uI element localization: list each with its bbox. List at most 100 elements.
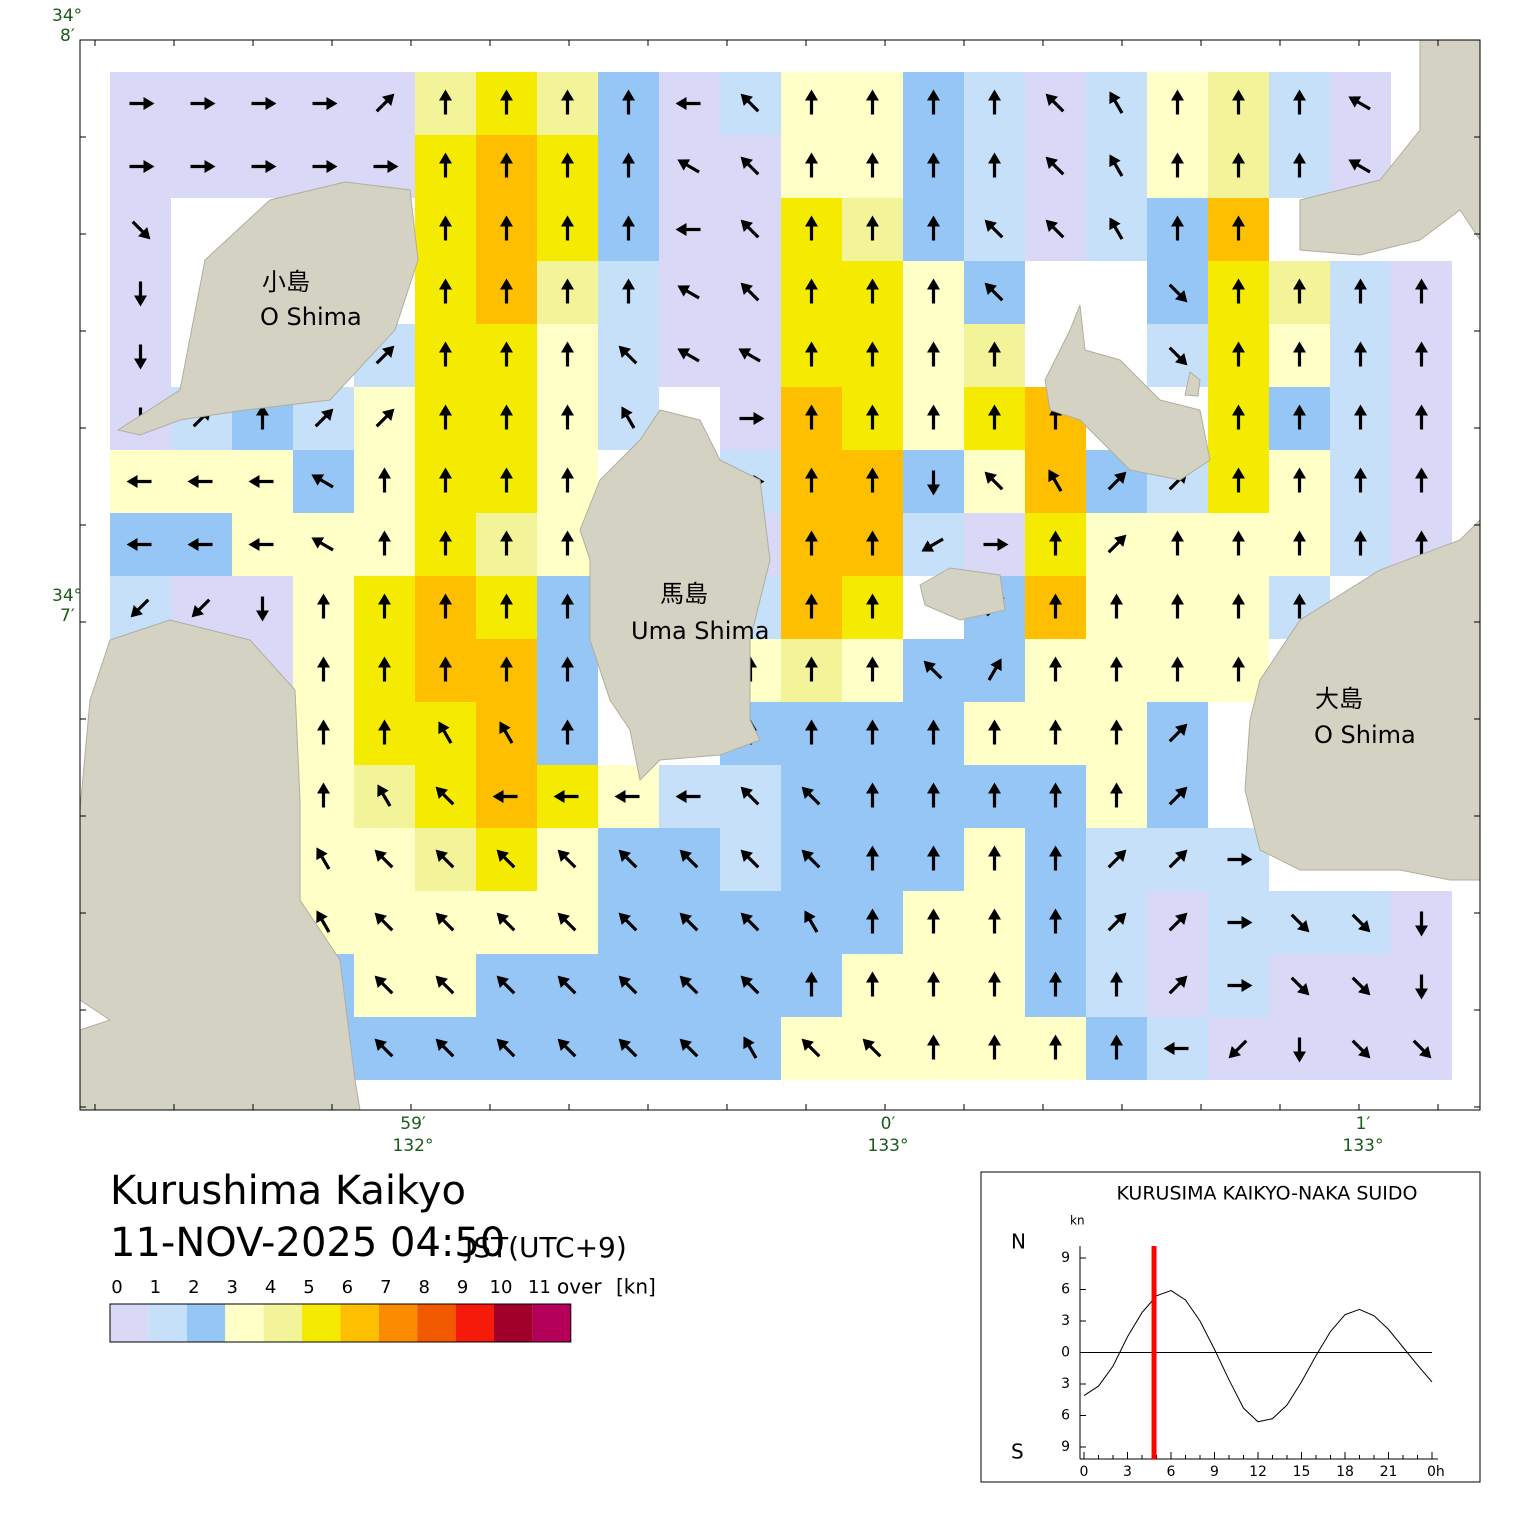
current-arrow (439, 530, 452, 556)
place-name-ja: 小島 (262, 268, 310, 296)
current-arrow (1293, 404, 1306, 430)
current-arrow (1290, 976, 1310, 996)
land-islet (1044, 304, 1211, 481)
legend-label: 4 (265, 1277, 276, 1298)
current-arrow (496, 849, 516, 869)
current-arrow (1171, 593, 1184, 619)
current-arrow (134, 281, 147, 307)
current-arrow (866, 593, 879, 619)
current-arrow (373, 160, 399, 173)
current-arrow (921, 537, 944, 552)
current-arrow (740, 93, 760, 113)
lon-deg: 133° (1343, 1136, 1384, 1156)
current-arrow (1163, 1042, 1189, 1055)
current-arrow (618, 345, 638, 365)
legend-label: 3 (226, 1277, 237, 1298)
current-arrow (988, 152, 1001, 178)
current-arrow (866, 782, 879, 808)
current-field (110, 72, 1452, 1080)
current-arrow (561, 530, 574, 556)
current-arrow (805, 971, 818, 997)
legend-label: 2 (188, 1277, 199, 1298)
legend-swatch (455, 1304, 494, 1342)
current-arrow (740, 282, 760, 302)
x-tick-label: 9 (1210, 1464, 1219, 1480)
current-arrow (679, 912, 699, 932)
current-arrow (439, 278, 452, 304)
current-arrow (801, 786, 821, 806)
land-islet (1184, 371, 1201, 397)
current-arrow (805, 467, 818, 493)
lon-min: 1′ (1356, 1114, 1371, 1134)
current-arrow (618, 912, 638, 932)
current-arrow (311, 537, 334, 552)
current-arrow (377, 784, 392, 807)
current-arrow (675, 790, 701, 803)
current-arrow (927, 782, 940, 808)
tide-panel (980, 1171, 1481, 1483)
current-arrow (1110, 656, 1123, 682)
current-arrow (805, 593, 818, 619)
current-arrow (500, 278, 513, 304)
current-arrow (1415, 911, 1428, 937)
current-arrow (256, 596, 269, 622)
current-arrow (1227, 853, 1253, 866)
current-arrow (1232, 404, 1245, 430)
current-arrow (740, 219, 760, 239)
current-arrow (435, 786, 455, 806)
current-arrow (1107, 534, 1127, 554)
current-arrow (1412, 1039, 1432, 1059)
current-arrow (316, 847, 331, 870)
datetime: 11-NOV-2025 04:50 (110, 1220, 505, 1266)
current-arrow (561, 593, 574, 619)
current-arrow (927, 404, 940, 430)
current-arrow (312, 97, 338, 110)
current-arrow (435, 912, 455, 932)
y-tick-label: 0 (1061, 1345, 1070, 1361)
legend-unit: [kn] (616, 1275, 656, 1299)
y-tick-label: 9 (1061, 1250, 1070, 1266)
place-name-en: Uma Shima (631, 617, 769, 645)
current-arrow (1049, 593, 1062, 619)
current-arrow (675, 223, 701, 236)
current-arrow (1415, 974, 1428, 1000)
current-arrow (866, 404, 879, 430)
current-arrow (439, 404, 452, 430)
current-arrow (1348, 96, 1371, 111)
current-arrow (378, 719, 391, 745)
current-arrow (1348, 159, 1371, 174)
lon-min: 0′ (881, 1114, 896, 1134)
current-arrow (1045, 93, 1065, 113)
place-name-en: O Shima (260, 303, 362, 331)
current-arrow (1415, 341, 1428, 367)
current-arrow (801, 849, 821, 869)
current-arrow (1354, 404, 1367, 430)
current-arrow (561, 656, 574, 682)
y-tick-label: 6 (1061, 1282, 1070, 1298)
legend-over: over (557, 1275, 602, 1299)
tide-title: KURUSIMA KAIKYO-NAKA SUIDO (1116, 1183, 1417, 1205)
legend-label: 6 (342, 1277, 353, 1298)
north-label: N (1011, 1230, 1026, 1254)
current-arrow (1351, 1039, 1371, 1059)
current-arrow (1415, 278, 1428, 304)
current-arrow (1351, 913, 1371, 933)
current-arrow (1232, 656, 1245, 682)
current-arrow (927, 971, 940, 997)
current-arrow (248, 538, 274, 551)
legend: 0 1 2 3 4 5 6 7 8 9 10 11 over [kn] (109, 1275, 656, 1343)
map-frame (79, 39, 1481, 1111)
current-arrow (679, 849, 699, 869)
lat-min: 7′ (60, 606, 75, 626)
lon-deg: 132° (393, 1136, 434, 1156)
current-arrow (1232, 89, 1245, 115)
land-islet (919, 567, 1006, 621)
current-arrow (499, 721, 514, 744)
south-label: S (1011, 1440, 1024, 1464)
current-arrow (866, 719, 879, 745)
legend-frame (109, 1303, 572, 1343)
current-arrow (622, 278, 635, 304)
current-arrow (374, 912, 394, 932)
current-arrow (923, 660, 943, 680)
legend-swatch (148, 1304, 187, 1342)
